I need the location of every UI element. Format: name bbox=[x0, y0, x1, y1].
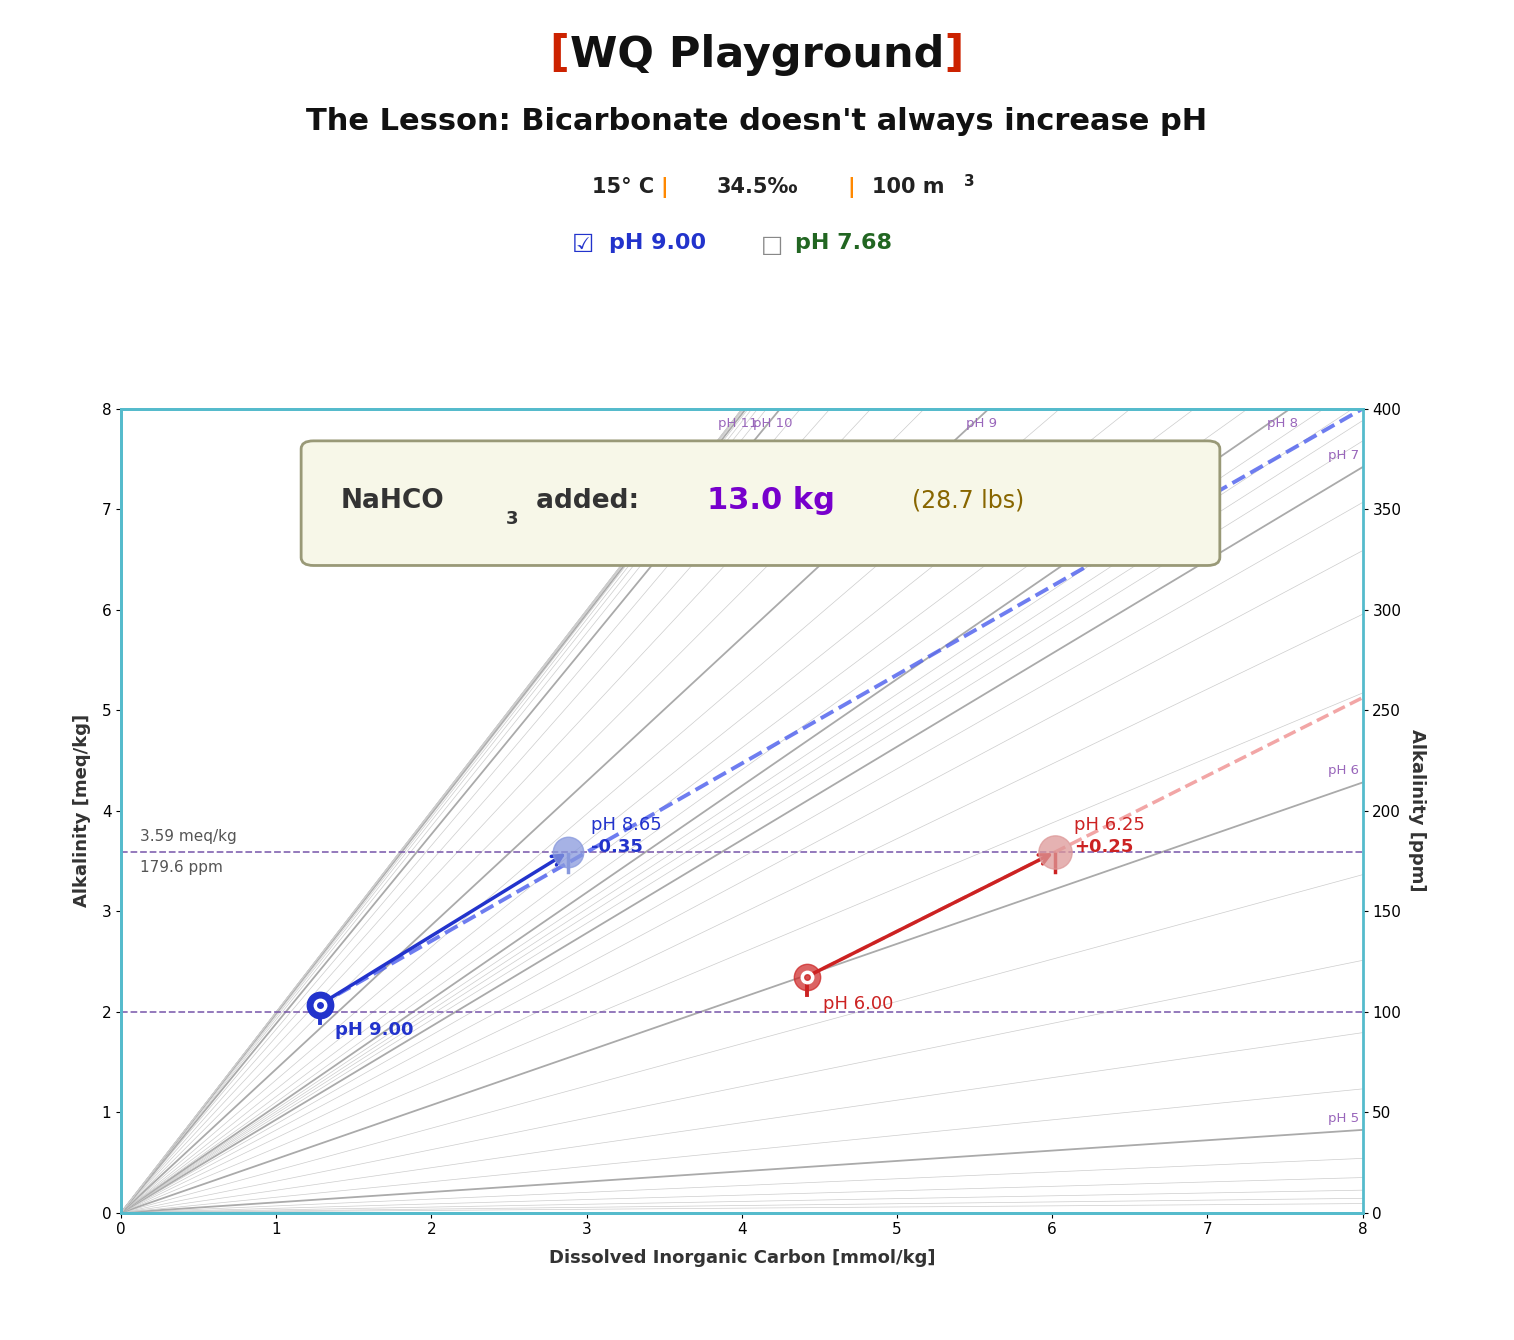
Text: pH 7: pH 7 bbox=[1328, 449, 1360, 462]
Text: pH 9.00: pH 9.00 bbox=[609, 233, 706, 253]
Text: □: □ bbox=[762, 233, 783, 257]
Text: pH 7.68: pH 7.68 bbox=[795, 233, 892, 253]
Text: 100 m: 100 m bbox=[872, 177, 945, 197]
Text: NaHCO: NaHCO bbox=[341, 488, 445, 515]
Text: |: | bbox=[660, 177, 668, 198]
Text: pH 6.25: pH 6.25 bbox=[1073, 816, 1145, 833]
Text: pH 6: pH 6 bbox=[1328, 765, 1360, 777]
Text: The Lesson: Bicarbonate doesn't always increase pH: The Lesson: Bicarbonate doesn't always i… bbox=[306, 107, 1208, 137]
Y-axis label: Alkalinity [meq/kg]: Alkalinity [meq/kg] bbox=[73, 714, 91, 907]
Text: (28.7 lbs): (28.7 lbs) bbox=[896, 489, 1025, 513]
Text: WQ Playground: WQ Playground bbox=[569, 34, 945, 75]
Text: pH 10: pH 10 bbox=[752, 417, 792, 430]
Text: pH 11: pH 11 bbox=[718, 417, 759, 430]
Text: added:: added: bbox=[527, 488, 648, 515]
Text: 13.0 kg: 13.0 kg bbox=[707, 486, 836, 516]
Text: 34.5‰: 34.5‰ bbox=[716, 177, 798, 197]
Text: ☑: ☑ bbox=[572, 233, 593, 257]
Text: 3: 3 bbox=[506, 509, 518, 528]
Text: 3.59 meq/kg: 3.59 meq/kg bbox=[139, 829, 236, 844]
Text: -0.35: -0.35 bbox=[592, 838, 643, 856]
Text: +0.25: +0.25 bbox=[1073, 838, 1134, 856]
Y-axis label: Alkalinity [ppm]: Alkalinity [ppm] bbox=[1408, 729, 1426, 892]
Text: 15° C: 15° C bbox=[592, 177, 654, 197]
Text: pH 9: pH 9 bbox=[966, 417, 996, 430]
Text: pH 8.65: pH 8.65 bbox=[592, 816, 662, 833]
Text: 179.6 ppm: 179.6 ppm bbox=[139, 860, 223, 875]
Text: pH 8: pH 8 bbox=[1267, 417, 1297, 430]
Text: pH 6.00: pH 6.00 bbox=[822, 994, 893, 1013]
Text: pH 5: pH 5 bbox=[1328, 1112, 1360, 1124]
Text: [                         ]: [ ] bbox=[550, 34, 964, 75]
Text: 3: 3 bbox=[964, 174, 975, 189]
X-axis label: Dissolved Inorganic Carbon [mmol/kg]: Dissolved Inorganic Carbon [mmol/kg] bbox=[548, 1249, 936, 1266]
Text: pH 9.00: pH 9.00 bbox=[335, 1021, 413, 1038]
FancyBboxPatch shape bbox=[301, 441, 1220, 565]
Text: |: | bbox=[848, 177, 855, 198]
